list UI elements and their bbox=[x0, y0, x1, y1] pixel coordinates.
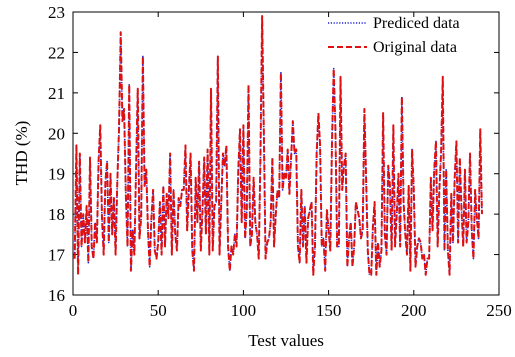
x-tick-label: 0 bbox=[69, 301, 78, 320]
x-tick-label: 50 bbox=[150, 301, 167, 320]
y-tick-label: 22 bbox=[48, 43, 65, 62]
y-tick-label: 18 bbox=[48, 205, 65, 224]
y-axis-label: THD (%) bbox=[12, 121, 31, 186]
series-lines bbox=[73, 15, 483, 276]
x-axis-label: Test values bbox=[248, 331, 324, 350]
x-tick-label: 250 bbox=[486, 301, 512, 320]
y-tick-label: 19 bbox=[48, 165, 65, 184]
legend: Prediced data Original data bbox=[328, 15, 460, 56]
series-line-original bbox=[73, 15, 483, 276]
axis-ticks: 0 50 100 150 200 250 16 17 18 19 20 21 22 23 bbox=[48, 3, 512, 320]
legend-label-predicted: Prediced data bbox=[373, 15, 460, 32]
plot-area-frame bbox=[72, 11, 500, 296]
x-tick-label: 100 bbox=[231, 301, 257, 320]
y-tick-label: 23 bbox=[48, 3, 65, 22]
y-tick-label: 20 bbox=[48, 124, 65, 143]
y-tick-label: 21 bbox=[48, 84, 65, 103]
y-tick-label: 17 bbox=[48, 246, 66, 265]
x-tick-label: 150 bbox=[316, 301, 342, 320]
x-tick-label: 200 bbox=[401, 301, 427, 320]
y-tick-label: 16 bbox=[48, 286, 65, 305]
legend-label-original: Original data bbox=[373, 39, 457, 56]
